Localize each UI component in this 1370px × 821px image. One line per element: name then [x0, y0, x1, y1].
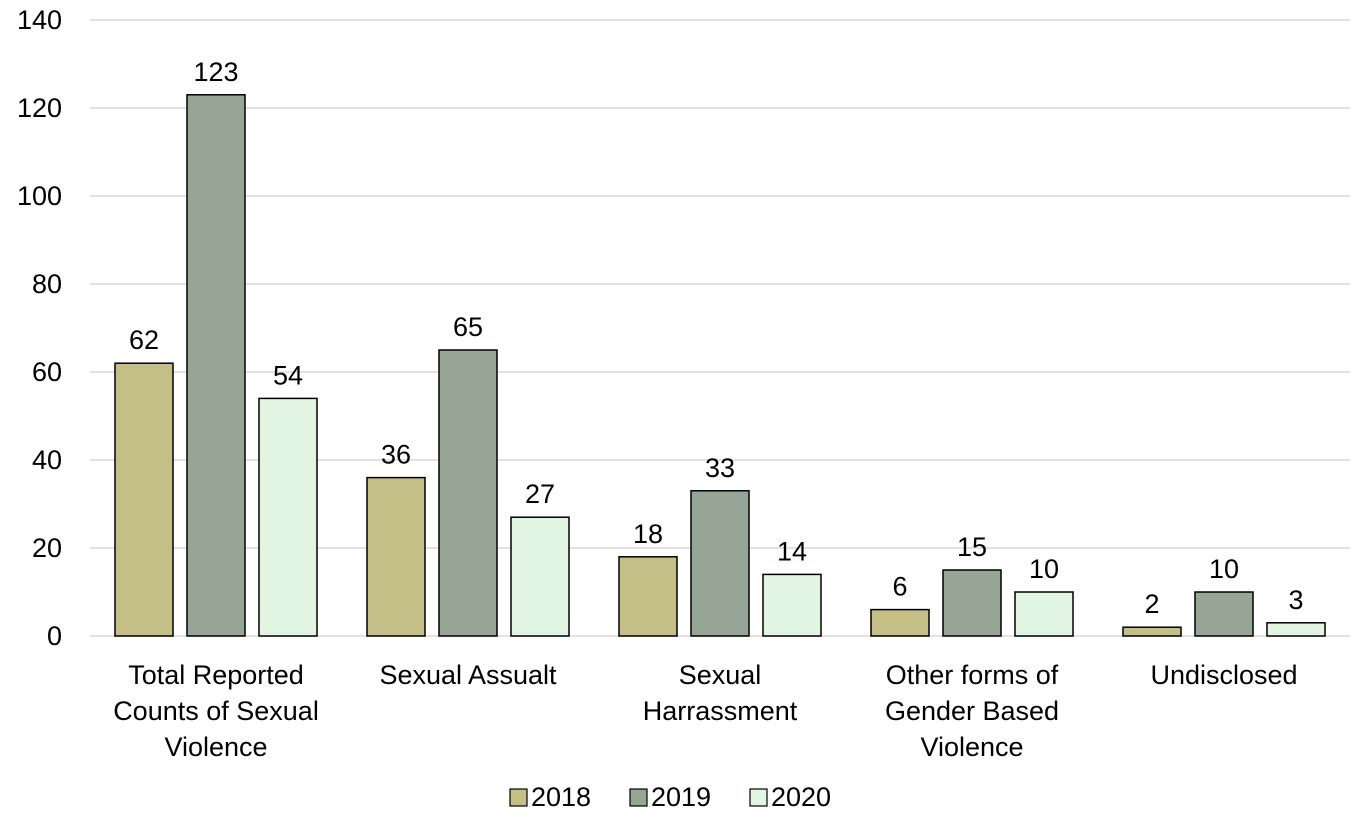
data-label: 3 — [1288, 585, 1303, 615]
data-label: 36 — [381, 440, 411, 470]
x-category-line: Sexual — [679, 660, 762, 690]
x-category-line: Counts of Sexual — [113, 696, 319, 726]
y-tick-label: 120 — [17, 93, 62, 123]
legend-label-2020: 2020 — [771, 782, 831, 812]
bar-2018-0 — [114, 362, 174, 637]
x-category-line: Total Reported — [128, 660, 304, 690]
data-label: 10 — [1209, 554, 1239, 584]
data-labels: 62 123 54 36 65 27 18 33 14 6 15 10 2 10 3 — [129, 57, 1304, 619]
data-label: 14 — [777, 536, 807, 566]
bar-2018-2 — [618, 556, 678, 637]
x-category-line: Harrassment — [643, 696, 798, 726]
legend-swatch-2018 — [509, 788, 528, 807]
data-label: 18 — [633, 519, 663, 549]
bars — [114, 94, 1326, 637]
bar-2019-4 — [1194, 591, 1254, 637]
x-category-label: Undisclosed — [1150, 660, 1297, 690]
data-label: 123 — [193, 57, 238, 87]
data-label: 6 — [892, 572, 907, 602]
x-category-line: Other forms of — [886, 660, 1059, 690]
legend-swatch-2020 — [749, 788, 768, 807]
bar-2018-1 — [366, 476, 426, 637]
bar-2018-4 — [1122, 626, 1182, 637]
x-category-label: Sexual Harrassment — [643, 660, 798, 726]
data-label: 2 — [1144, 589, 1159, 619]
bar-2020-4 — [1266, 622, 1326, 637]
x-category-label: Sexual Assualt — [379, 660, 557, 690]
bar-2020-3 — [1014, 591, 1074, 637]
bar-2020-1 — [510, 516, 570, 637]
y-tick-label: 20 — [32, 533, 62, 563]
y-tick-label: 80 — [32, 269, 62, 299]
legend: 2018 2019 2020 — [509, 782, 831, 812]
legend-swatch-2019 — [629, 788, 648, 807]
x-category-line: Violence — [164, 732, 267, 762]
bar-2019-2 — [690, 490, 750, 637]
x-category-label: Total Reported Counts of Sexual Violence — [113, 660, 319, 762]
y-tick-label: 60 — [32, 357, 62, 387]
x-category-line: Violence — [920, 732, 1023, 762]
legend-label-2019: 2019 — [651, 782, 711, 812]
data-label: 33 — [705, 453, 735, 483]
y-axis-ticks: 0 20 40 60 80 100 120 140 — [17, 5, 62, 651]
bar-2019-0 — [186, 94, 246, 637]
x-category-line: Sexual Assualt — [379, 660, 557, 690]
bar-2019-3 — [942, 569, 1002, 637]
x-category-label: Other forms of Gender Based Violence — [885, 660, 1059, 762]
bar-2020-2 — [762, 573, 822, 637]
data-label: 10 — [1029, 554, 1059, 584]
data-label: 54 — [273, 360, 303, 390]
bar-2018-3 — [870, 608, 930, 637]
x-axis-categories: Total Reported Counts of Sexual Violence Se… — [113, 660, 1297, 762]
y-tick-label: 140 — [17, 5, 62, 35]
data-label: 65 — [453, 312, 483, 342]
y-tick-label: 40 — [32, 445, 62, 475]
bar-2020-0 — [258, 397, 318, 637]
y-tick-label: 0 — [47, 621, 62, 651]
data-label: 15 — [957, 532, 987, 562]
x-category-line: Gender Based — [885, 696, 1059, 726]
legend-label-2018: 2018 — [531, 782, 591, 812]
data-label: 27 — [525, 479, 555, 509]
y-tick-label: 100 — [17, 181, 62, 211]
bar-2019-1 — [438, 349, 498, 637]
x-category-line: Undisclosed — [1150, 660, 1297, 690]
data-label: 62 — [129, 325, 159, 355]
